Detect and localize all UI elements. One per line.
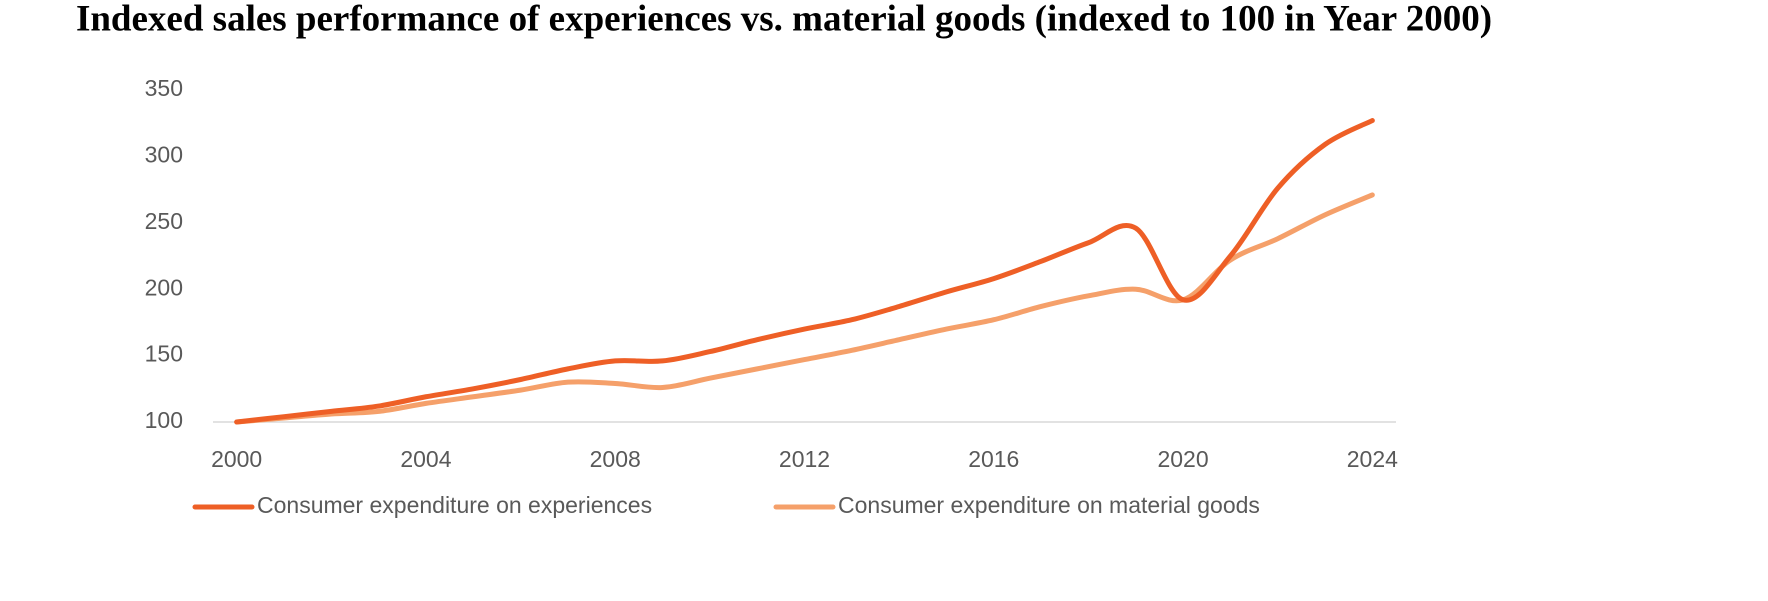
y-tick-label: 250 [145,208,183,234]
series-line [234,118,1375,425]
legend-label: Consumer expenditure on experiences [257,492,652,518]
x-tick-label: 2008 [590,446,641,472]
chart-title: Indexed sales performance of experiences… [76,0,1492,39]
y-tick-label: 100 [145,407,183,433]
x-tick-label: 2024 [1347,446,1398,472]
series-line [234,192,1375,425]
x-tick-label: 2000 [211,446,262,472]
legend-label: Consumer expenditure on material goods [838,492,1260,518]
y-tick-label: 150 [145,341,183,367]
y-tick-label: 200 [145,274,183,300]
x-tick-label: 2016 [968,446,1019,472]
y-tick-label: 350 [145,75,183,101]
y-tick-label: 300 [145,141,183,167]
x-tick-label: 2012 [779,446,830,472]
x-tick-label: 2004 [400,446,451,472]
x-tick-label: 2020 [1157,446,1208,472]
